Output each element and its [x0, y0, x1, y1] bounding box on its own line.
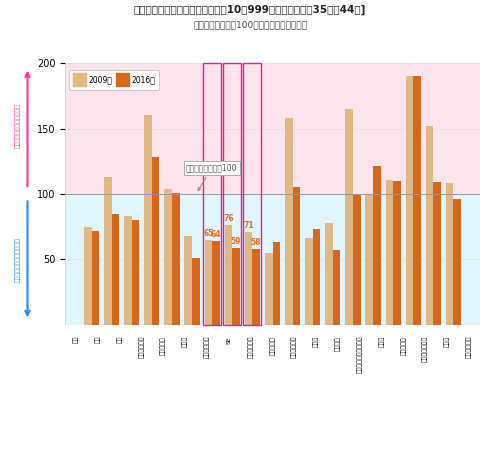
Bar	[144, 115, 152, 325]
Bar	[224, 226, 232, 325]
Text: 用務員: 用務員	[379, 336, 384, 347]
Bar	[406, 76, 413, 325]
Bar	[112, 214, 120, 325]
Legend: 2009年, 2016年: 2009年, 2016年	[69, 69, 160, 90]
Text: 給仕従事者: 給仕従事者	[401, 336, 406, 355]
Bar	[92, 230, 99, 325]
Bar	[152, 157, 160, 325]
Bar	[426, 126, 434, 325]
Bar	[434, 182, 441, 325]
Bar	[184, 236, 192, 325]
Text: 保険外交員: 保険外交員	[270, 336, 276, 355]
Bar	[414, 76, 421, 325]
Bar	[124, 216, 132, 325]
Bar	[104, 177, 112, 325]
Bar	[325, 223, 333, 325]
Bar	[244, 63, 262, 325]
Bar	[265, 253, 272, 325]
Bar	[212, 241, 220, 325]
Text: 【図３】日米の職種別年収の差［10～999人企業／男性／35歳～44歳]: 【図３】日米の職種別年収の差［10～999人企業／男性／35歳～44歳]	[134, 5, 366, 15]
Bar	[164, 189, 172, 325]
Text: 59: 59	[231, 237, 241, 246]
Text: 調理士: 調理士	[444, 336, 450, 347]
Bar	[192, 258, 200, 325]
Text: 部長: 部長	[95, 336, 100, 344]
Text: 71: 71	[244, 221, 254, 230]
Bar	[353, 195, 360, 325]
Text: 日本の給与が米国より高い: 日本の給与が米国より高い	[14, 103, 20, 148]
Text: プログラマー: プログラマー	[248, 336, 254, 359]
Bar	[285, 118, 292, 325]
Text: 臨床検査技師: 臨床検査技師	[292, 336, 297, 359]
Bar	[84, 226, 92, 325]
Text: パン・生洋菓子製造工: パン・生洋菓子製造工	[357, 336, 362, 373]
Text: 課長: 課長	[117, 336, 122, 344]
Text: SE: SE	[226, 336, 232, 344]
Bar	[373, 166, 380, 325]
Bar	[305, 239, 312, 325]
Bar	[244, 232, 252, 325]
Text: 技術者（士）: 技術者（士）	[204, 336, 210, 359]
Bar	[203, 63, 221, 325]
Bar	[292, 188, 300, 325]
Text: 販売店員: 販売店員	[335, 336, 341, 351]
Text: （米国の年収を「100」とした場合の指数）: （米国の年収を「100」とした場合の指数）	[193, 20, 307, 29]
Bar	[65, 63, 480, 194]
Text: 64: 64	[210, 230, 221, 239]
Text: 理容・美容師: 理容・美容師	[466, 336, 472, 359]
Text: 看護師: 看護師	[314, 336, 319, 347]
Text: 医師: 医師	[73, 336, 78, 344]
Bar	[272, 242, 280, 325]
Bar	[454, 199, 461, 325]
Text: 58: 58	[251, 238, 262, 247]
Bar	[346, 109, 353, 325]
Bar	[65, 194, 480, 325]
Text: 米国の給与水準＝100: 米国の給与水準＝100	[186, 163, 238, 191]
Bar	[393, 181, 401, 325]
Text: 日本の給与が米国より低い: 日本の給与が米国より低い	[14, 237, 20, 282]
Bar	[446, 184, 454, 325]
Text: デザイナー: デザイナー	[160, 336, 166, 355]
Bar	[172, 193, 180, 325]
Bar	[132, 220, 140, 325]
Bar	[252, 249, 260, 325]
Bar	[204, 240, 212, 325]
Bar	[312, 229, 320, 325]
Text: 通信機器組立工: 通信機器組立工	[422, 336, 428, 362]
Bar	[223, 63, 242, 325]
Text: 高等学校教員: 高等学校教員	[138, 336, 144, 359]
Text: 76: 76	[223, 214, 234, 223]
Text: 65: 65	[203, 229, 213, 238]
Bar	[386, 179, 393, 325]
Bar	[366, 194, 373, 325]
Bar	[333, 250, 340, 325]
Text: 薬剤師: 薬剤師	[182, 336, 188, 347]
Bar	[232, 248, 240, 325]
